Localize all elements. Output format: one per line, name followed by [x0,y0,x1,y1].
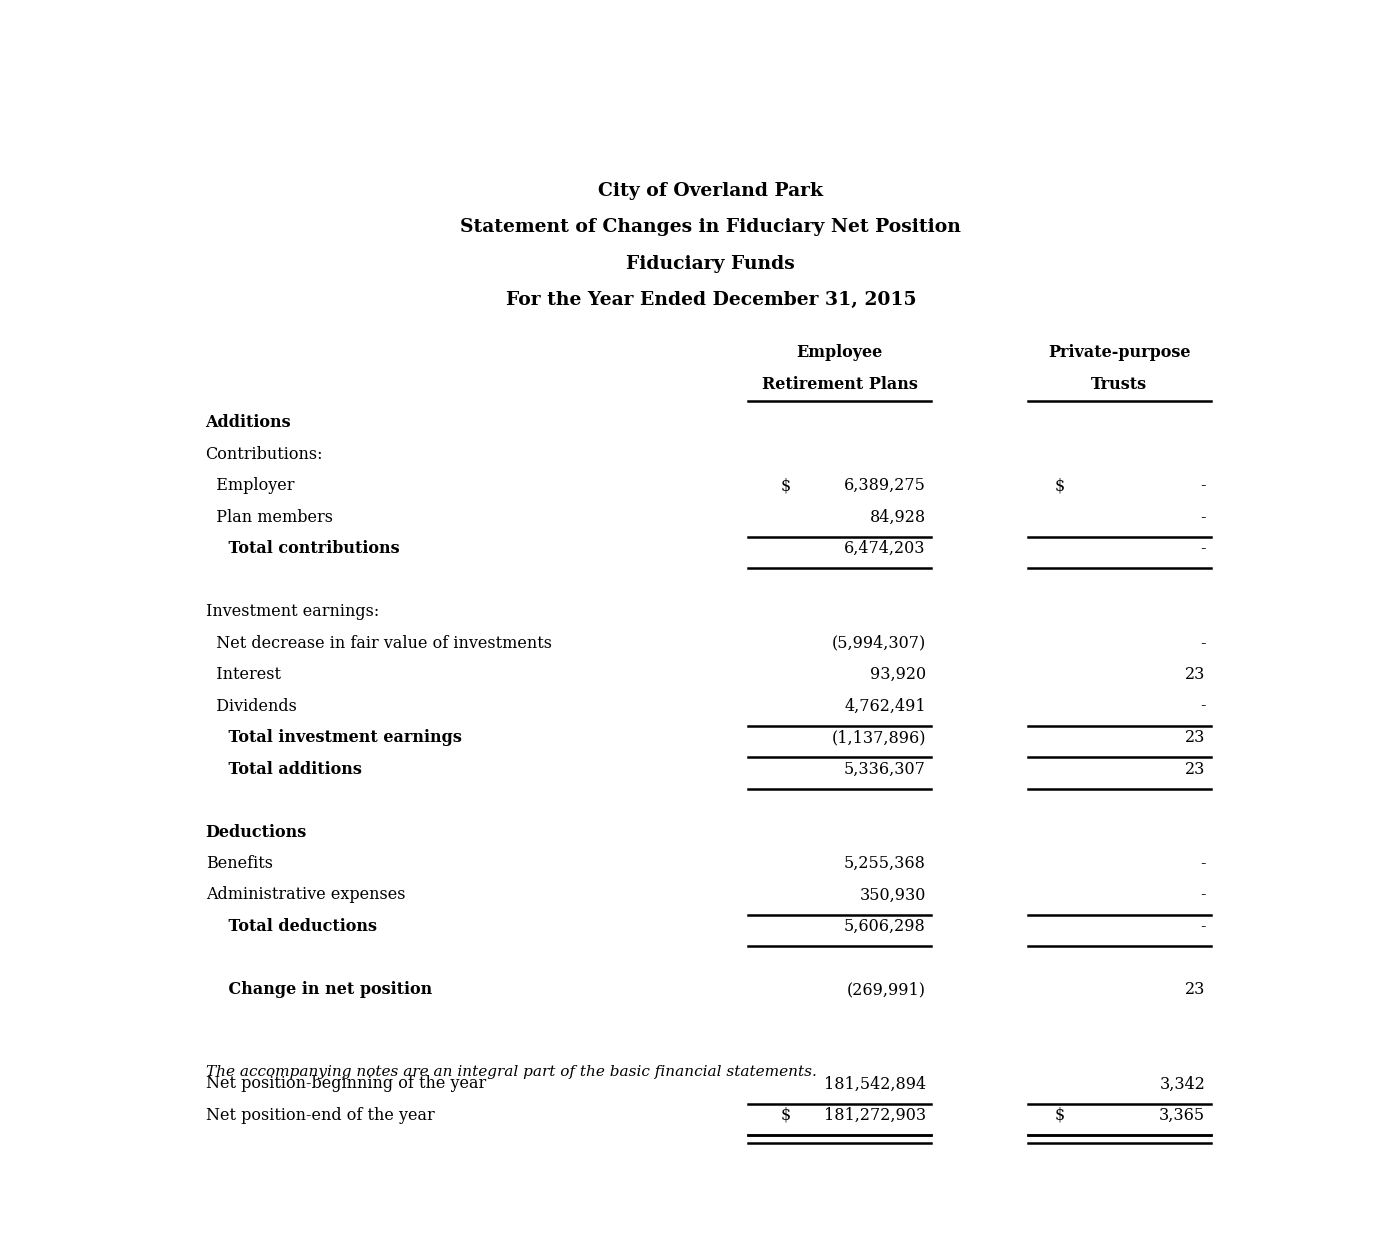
Text: Statement of Changes in Fiduciary Net Position: Statement of Changes in Fiduciary Net Po… [460,218,961,237]
Text: 93,920: 93,920 [870,667,925,683]
Text: (5,994,307): (5,994,307) [832,634,925,652]
Text: -: - [1200,477,1205,494]
Text: 5,255,368: 5,255,368 [843,855,925,872]
Text: Total deductions: Total deductions [205,918,377,935]
Text: (269,991): (269,991) [847,981,925,997]
Text: Private-purpose: Private-purpose [1049,344,1190,362]
Text: (1,137,896): (1,137,896) [831,729,925,746]
Text: $: $ [1054,1106,1065,1124]
Text: Administrative expenses: Administrative expenses [205,886,405,903]
Text: Plan members: Plan members [205,509,333,525]
Text: Net position-beginning of the year: Net position-beginning of the year [205,1075,485,1093]
Text: Total investment earnings: Total investment earnings [205,729,462,746]
Text: -: - [1200,634,1205,652]
Text: 5,606,298: 5,606,298 [845,918,925,935]
Text: $: $ [781,477,791,494]
Text: For the Year Ended December 31, 2015: For the Year Ended December 31, 2015 [506,291,915,309]
Text: Additions: Additions [205,414,291,431]
Text: Contributions:: Contributions: [205,446,323,462]
Text: 23: 23 [1184,761,1205,778]
Text: 3,342: 3,342 [1160,1075,1205,1093]
Text: The accompanying notes are an integral part of the basic financial statements.: The accompanying notes are an integral p… [205,1066,817,1079]
Text: City of Overland Park: City of Overland Park [598,182,824,199]
Text: -: - [1200,540,1205,558]
Text: 23: 23 [1184,729,1205,746]
Text: Retirement Plans: Retirement Plans [761,375,918,393]
Text: 6,389,275: 6,389,275 [843,477,925,494]
Text: Investment earnings:: Investment earnings: [205,603,379,621]
Text: 23: 23 [1184,667,1205,683]
Text: Deductions: Deductions [205,824,307,840]
Text: 3,365: 3,365 [1160,1106,1205,1124]
Text: Fiduciary Funds: Fiduciary Funds [627,254,795,273]
Text: Interest: Interest [205,667,280,683]
Text: 23: 23 [1184,981,1205,997]
Text: Total contributions: Total contributions [205,540,399,558]
Text: 5,336,307: 5,336,307 [843,761,925,778]
Text: Net decrease in fair value of investments: Net decrease in fair value of investment… [205,634,552,652]
Text: Change in net position: Change in net position [205,981,431,997]
Text: 181,272,903: 181,272,903 [824,1106,925,1124]
Text: Net position-end of the year: Net position-end of the year [205,1106,434,1124]
Text: Total additions: Total additions [205,761,362,778]
Text: Employer: Employer [205,477,294,494]
Text: Benefits: Benefits [205,855,273,872]
Text: -: - [1200,918,1205,935]
Text: Employee: Employee [796,344,884,362]
Text: Dividends: Dividends [205,698,297,715]
Text: -: - [1200,509,1205,525]
Text: $: $ [1054,477,1065,494]
Text: -: - [1200,855,1205,872]
Text: $: $ [781,1106,791,1124]
Text: 350,930: 350,930 [860,886,925,903]
Text: 6,474,203: 6,474,203 [845,540,925,558]
Text: -: - [1200,698,1205,715]
Text: 4,762,491: 4,762,491 [845,698,925,715]
Text: -: - [1200,886,1205,903]
Text: 181,542,894: 181,542,894 [824,1075,925,1093]
Text: 84,928: 84,928 [870,509,925,525]
Text: Trusts: Trusts [1092,375,1147,393]
